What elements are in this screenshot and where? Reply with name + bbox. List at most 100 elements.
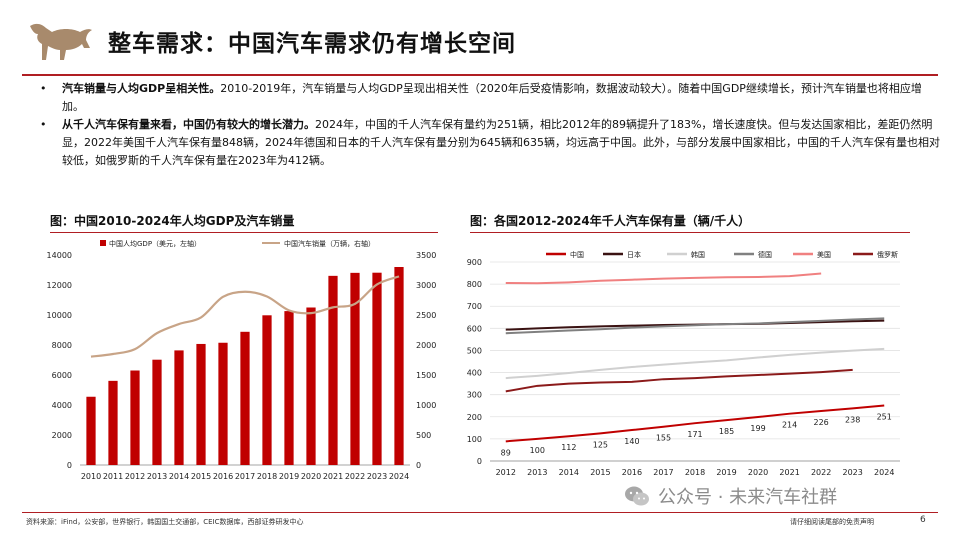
data-label: 226 (814, 418, 829, 427)
gdp-bar (218, 342, 228, 465)
bullet-list: • 汽车销量与人均GDP呈相关性。2010-2019年，汽车销量与人均GDP呈现出… (40, 80, 940, 170)
gdp-bar (174, 350, 184, 465)
x-axis-tick-label: 2023 (367, 472, 387, 481)
series-line (505, 404, 885, 443)
bullet-dot-icon: • (40, 118, 47, 131)
legend-label-sales: 中国汽车销量（万辆，右轴） (284, 239, 375, 248)
x-axis-tick-label: 2022 (345, 472, 365, 481)
gdp-bar (130, 370, 140, 465)
data-label: 155 (656, 434, 671, 443)
page-number: 6 (920, 515, 926, 525)
gdp-bar (394, 267, 404, 465)
data-label: 214 (782, 421, 797, 430)
x-axis-tick-label: 2023 (843, 468, 863, 477)
gdp-bar (306, 307, 316, 465)
left-axis-tick-label: 6000 (52, 371, 72, 380)
x-axis-tick-label: 2022 (811, 468, 831, 477)
data-label: 171 (687, 430, 702, 439)
data-label: 112 (561, 443, 576, 452)
y-axis-tick-label: 300 (467, 391, 482, 400)
bullet-text: 2010-2019年，汽车销量与人均GDP呈现出相关性（2020年后受疫情影响，… (62, 82, 922, 113)
x-axis-tick-label: 2017 (235, 472, 255, 481)
legend-label: 俄罗斯 (877, 250, 898, 259)
right-axis-tick-label: 1500 (416, 371, 436, 380)
disclaimer-note: 请仔细阅读尾部的免责声明 (790, 518, 874, 526)
data-label: 238 (845, 415, 860, 424)
left-axis-tick-label: 8000 (52, 341, 72, 350)
left-axis-tick-label: 14000 (47, 251, 72, 260)
legend-label: 美国 (817, 250, 831, 259)
gdp-bar (152, 359, 162, 465)
right-axis-tick-label: 2500 (416, 311, 436, 320)
y-axis-tick-label: 700 (467, 302, 482, 311)
chart-title-vehicle-ownership: 图：各国2012-2024年千人汽车保有量（辆/千人） (470, 214, 751, 228)
series-line (505, 347, 885, 380)
data-label: 100 (530, 446, 545, 455)
right-axis-tick-label: 2000 (416, 341, 436, 350)
right-axis-tick-label: 500 (416, 431, 431, 440)
legend-label-gdp: 中国人均GDP（美元，左轴） (109, 239, 201, 248)
x-axis-tick-label: 2014 (169, 472, 189, 481)
x-axis-tick-label: 2010 (81, 472, 101, 481)
legend-label: 日本 (627, 250, 641, 259)
y-axis-tick-label: 600 (467, 324, 482, 333)
legend-swatch-gdp (100, 240, 106, 246)
gdp-bar (240, 331, 250, 465)
y-axis-tick-label: 200 (467, 413, 482, 422)
x-axis-tick-label: 2018 (257, 472, 277, 481)
chart-title-gdp-sales: 图：中国2010-2024年人均GDP及汽车销量 (50, 214, 295, 228)
data-label: 140 (624, 437, 639, 446)
left-axis-tick-label: 4000 (52, 401, 72, 410)
left-axis-tick-label: 10000 (47, 311, 72, 320)
x-axis-tick-label: 2020 (301, 472, 321, 481)
x-axis-tick-label: 2019 (716, 468, 736, 477)
bull-logo-icon (30, 23, 92, 60)
title-divider (22, 74, 938, 76)
data-label: 125 (593, 440, 608, 449)
x-axis-tick-label: 2016 (622, 468, 642, 477)
bullet-text: 2024年，中国的千人汽车保有量约为251辆，相比2012年的89辆提升了183… (62, 118, 940, 167)
chart-title-divider (470, 232, 910, 233)
gdp-sales-chart: 中国人均GDP（美元，左轴） 中国汽车销量（万辆，右轴） 0 2000 4000 6000… (47, 239, 437, 481)
legend-label: 德国 (758, 250, 772, 259)
bullet-heading: 从千人汽车保有量来看，中国仍有较大的增长潜力。 (62, 118, 315, 131)
x-axis-tick-label: 2021 (323, 472, 343, 481)
x-axis-tick-label: 2011 (103, 472, 123, 481)
sales-series-line (90, 275, 400, 358)
y-axis-tick-label: 800 (467, 280, 482, 289)
right-axis-tick-label: 3500 (416, 251, 436, 260)
x-axis-tick-label: 2021 (779, 468, 799, 477)
page-title: 整车需求：中国汽车需求仍有增长空间 (108, 31, 516, 57)
x-axis-tick-label: 2017 (653, 468, 673, 477)
y-axis-tick-label: 0 (477, 457, 482, 466)
x-axis-tick-label: 2015 (590, 468, 610, 477)
gdp-bar (262, 315, 272, 465)
left-axis-tick-label: 0 (67, 461, 72, 470)
x-axis-tick-label: 2019 (279, 472, 299, 481)
x-axis-tick-label: 2016 (213, 472, 233, 481)
x-axis-tick-label: 2018 (685, 468, 705, 477)
wechat-icon (625, 486, 649, 506)
x-axis-tick-label: 2015 (191, 472, 211, 481)
legend-label: 韩国 (691, 250, 705, 259)
bullet-dot-icon: • (40, 82, 47, 95)
bullet-heading: 汽车销量与人均GDP呈相关性。 (62, 82, 221, 95)
series-line (505, 317, 885, 335)
watermark-text: 公众号 · 未来汽车社群 (658, 487, 838, 508)
right-axis-tick-label: 1000 (416, 401, 436, 410)
vehicle-ownership-chart: 0 100 200 300 400 500 600 700 800 900 2012 2013 2014… (467, 250, 900, 477)
gdp-bar (86, 396, 96, 465)
legend-label: 中国 (570, 250, 584, 259)
series-line (505, 272, 822, 285)
source-note: 资料来源：iFind，公安部，世界银行，韩国国土交通部，CEIC数据库，西部证券… (26, 518, 304, 526)
left-axis-tick-label: 12000 (47, 281, 72, 290)
left-axis-tick-label: 2000 (52, 431, 72, 440)
footer-divider (22, 512, 938, 513)
x-axis-tick-label: 2013 (147, 472, 167, 481)
x-axis-tick-label: 2020 (748, 468, 768, 477)
data-label: 199 (750, 424, 765, 433)
gdp-bar (372, 272, 382, 465)
x-axis-tick-label: 2024 (389, 472, 409, 481)
data-label: 89 (501, 448, 511, 457)
gdp-bar (196, 343, 206, 465)
